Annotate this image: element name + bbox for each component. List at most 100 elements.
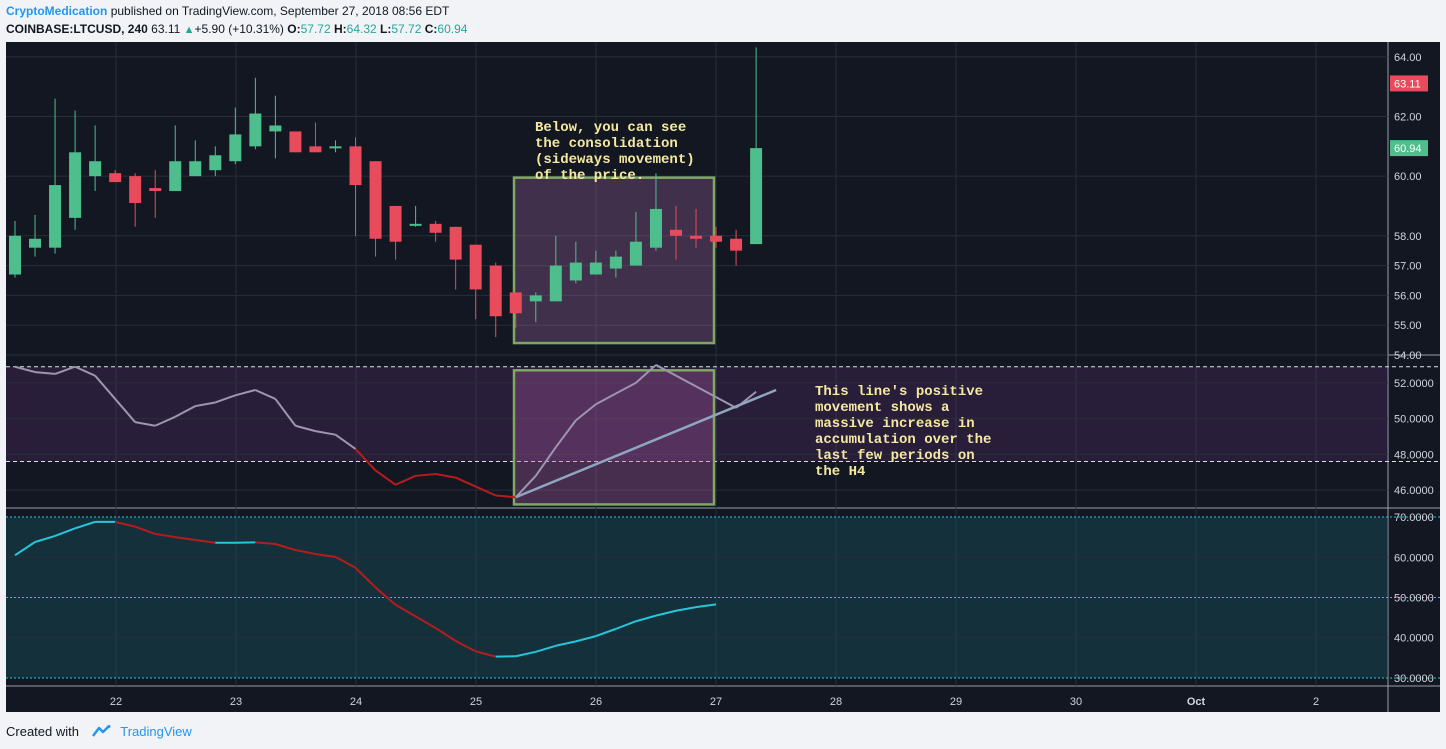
- candle-body: [209, 155, 222, 171]
- open-value: 57.72: [300, 22, 331, 36]
- indicator-line-segment: [274, 398, 297, 427]
- candle-body: [369, 161, 382, 239]
- footer: Created with TradingView: [6, 724, 192, 741]
- indicator-line-segment: [114, 398, 136, 423]
- candle-body: [549, 265, 562, 302]
- published-text: published on TradingView.com, September …: [110, 4, 450, 18]
- time-tick-label: Oct: [1187, 696, 1206, 708]
- oscillator-line-segment: [335, 555, 356, 569]
- indicator-line-segment: [675, 374, 697, 388]
- oscillator-line-segment: [195, 538, 216, 544]
- oscillator-line-segment: [535, 644, 557, 653]
- candle-body: [730, 238, 743, 251]
- oscillator-line-segment: [695, 603, 717, 609]
- oscillator-line-segment: [114, 520, 136, 528]
- candle-body: [629, 241, 642, 266]
- indicator-line-segment: [715, 396, 737, 409]
- indicator-line-segment: [174, 405, 196, 418]
- candle-body: [649, 208, 662, 248]
- candle-body: [469, 244, 482, 290]
- open-label: O:: [287, 22, 301, 36]
- indicator-line-segment: [34, 371, 56, 375]
- candle-body: [289, 131, 302, 153]
- time-tick-label: 30: [1070, 696, 1082, 708]
- candle-body: [710, 235, 723, 242]
- oscillator-tick-label: 70.0000: [1394, 512, 1434, 524]
- indicator-line-segment: [575, 403, 597, 422]
- candle-body: [489, 265, 502, 317]
- candle-body: [29, 238, 42, 248]
- close-label: C:: [424, 22, 438, 36]
- last-price: 63.11: [151, 22, 181, 36]
- price-tick-label: 54.00: [1394, 350, 1422, 362]
- time-tick-label: 29: [950, 696, 962, 708]
- time-tick-label: 23: [230, 696, 242, 708]
- oscillator-line-segment: [655, 609, 677, 617]
- oscillator-line-segment: [395, 603, 417, 618]
- price-tag-label: 63.11: [1394, 78, 1421, 90]
- oscillator-line-segment: [134, 525, 156, 535]
- candle-body: [329, 146, 342, 149]
- time-tick-label: 27: [710, 696, 722, 708]
- time-tick-label: 28: [830, 696, 842, 708]
- author-link[interactable]: CryptoMedication: [6, 4, 108, 18]
- trend-line: [515, 388, 777, 499]
- oscillator-line-segment: [74, 520, 96, 530]
- indicator-line-segment: [354, 448, 377, 472]
- indicator-line-segment: [455, 476, 477, 488]
- indicator-line-segment: [154, 415, 176, 427]
- oscillator-line-segment: [374, 586, 397, 606]
- oscillator-tick-label: 60.0000: [1394, 552, 1434, 564]
- oscillator-tick-label: 40.0000: [1394, 633, 1434, 645]
- time-tick-label: 26: [590, 696, 602, 708]
- candle-body: [509, 292, 522, 314]
- indicator-line-segment: [615, 381, 637, 395]
- indicator-line-segment: [235, 389, 256, 397]
- indicator-line-segment: [695, 385, 717, 399]
- tradingview-link[interactable]: TradingView: [120, 724, 192, 739]
- close-value: 60.94: [437, 22, 468, 36]
- candle-body: [309, 146, 322, 153]
- price-tick-label: 55.00: [1394, 320, 1422, 332]
- indicator-line-segment: [534, 446, 557, 477]
- indicator-tick-label: 50.0000: [1394, 414, 1434, 426]
- candle-body: [690, 235, 703, 239]
- oscillator-line-segment: [54, 527, 76, 537]
- low-value: 57.72: [391, 22, 422, 36]
- candle-body: [89, 161, 102, 177]
- oscillator-line-segment: [575, 635, 597, 643]
- indicator-line-segment: [54, 365, 76, 375]
- time-tick-label: 24: [350, 696, 362, 708]
- oscillator-line-segment: [675, 606, 697, 612]
- price-tag: [1390, 140, 1428, 157]
- oscillator-line-segment: [475, 650, 496, 658]
- created-with-text: Created with: [6, 724, 79, 739]
- indicator-line-segment: [374, 469, 397, 486]
- indicator-line-segment: [94, 375, 116, 400]
- indicator-line-segment: [334, 433, 357, 450]
- candle-body: [269, 125, 282, 132]
- oscillator-line-segment: [415, 615, 437, 629]
- oscillator-line-segment: [255, 541, 276, 545]
- change-value: +5.90 (+10.31%): [194, 22, 284, 36]
- indicator-line-segment: [395, 474, 417, 486]
- oscillator-line-segment: [155, 532, 176, 539]
- candle-body: [49, 185, 62, 248]
- chart-canvas[interactable]: 64.00 62.00 60.00 58.00 57.00 56.00 55.00 54.00…: [0, 0, 1446, 720]
- candle-body: [229, 134, 242, 162]
- time-tick-label: 25: [470, 696, 482, 708]
- indicator-tick-label: 46.0000: [1394, 485, 1434, 497]
- candle-body: [529, 295, 542, 302]
- up-arrow-icon: ▲: [183, 24, 195, 36]
- oscillator-line-segment: [435, 627, 457, 642]
- candle-body: [389, 205, 402, 242]
- oscillator-line-segment: [515, 650, 536, 658]
- oscillator-line-segment: [354, 567, 377, 589]
- indicator-tick-label: 48.0000: [1394, 449, 1434, 461]
- tradingview-logo-icon: [91, 724, 113, 741]
- candle-body: [750, 148, 763, 245]
- oscillator-line-segment: [14, 541, 36, 557]
- indicator-line-segment: [515, 475, 537, 498]
- oscillator-line-segment: [275, 543, 296, 551]
- candle-body: [349, 146, 362, 186]
